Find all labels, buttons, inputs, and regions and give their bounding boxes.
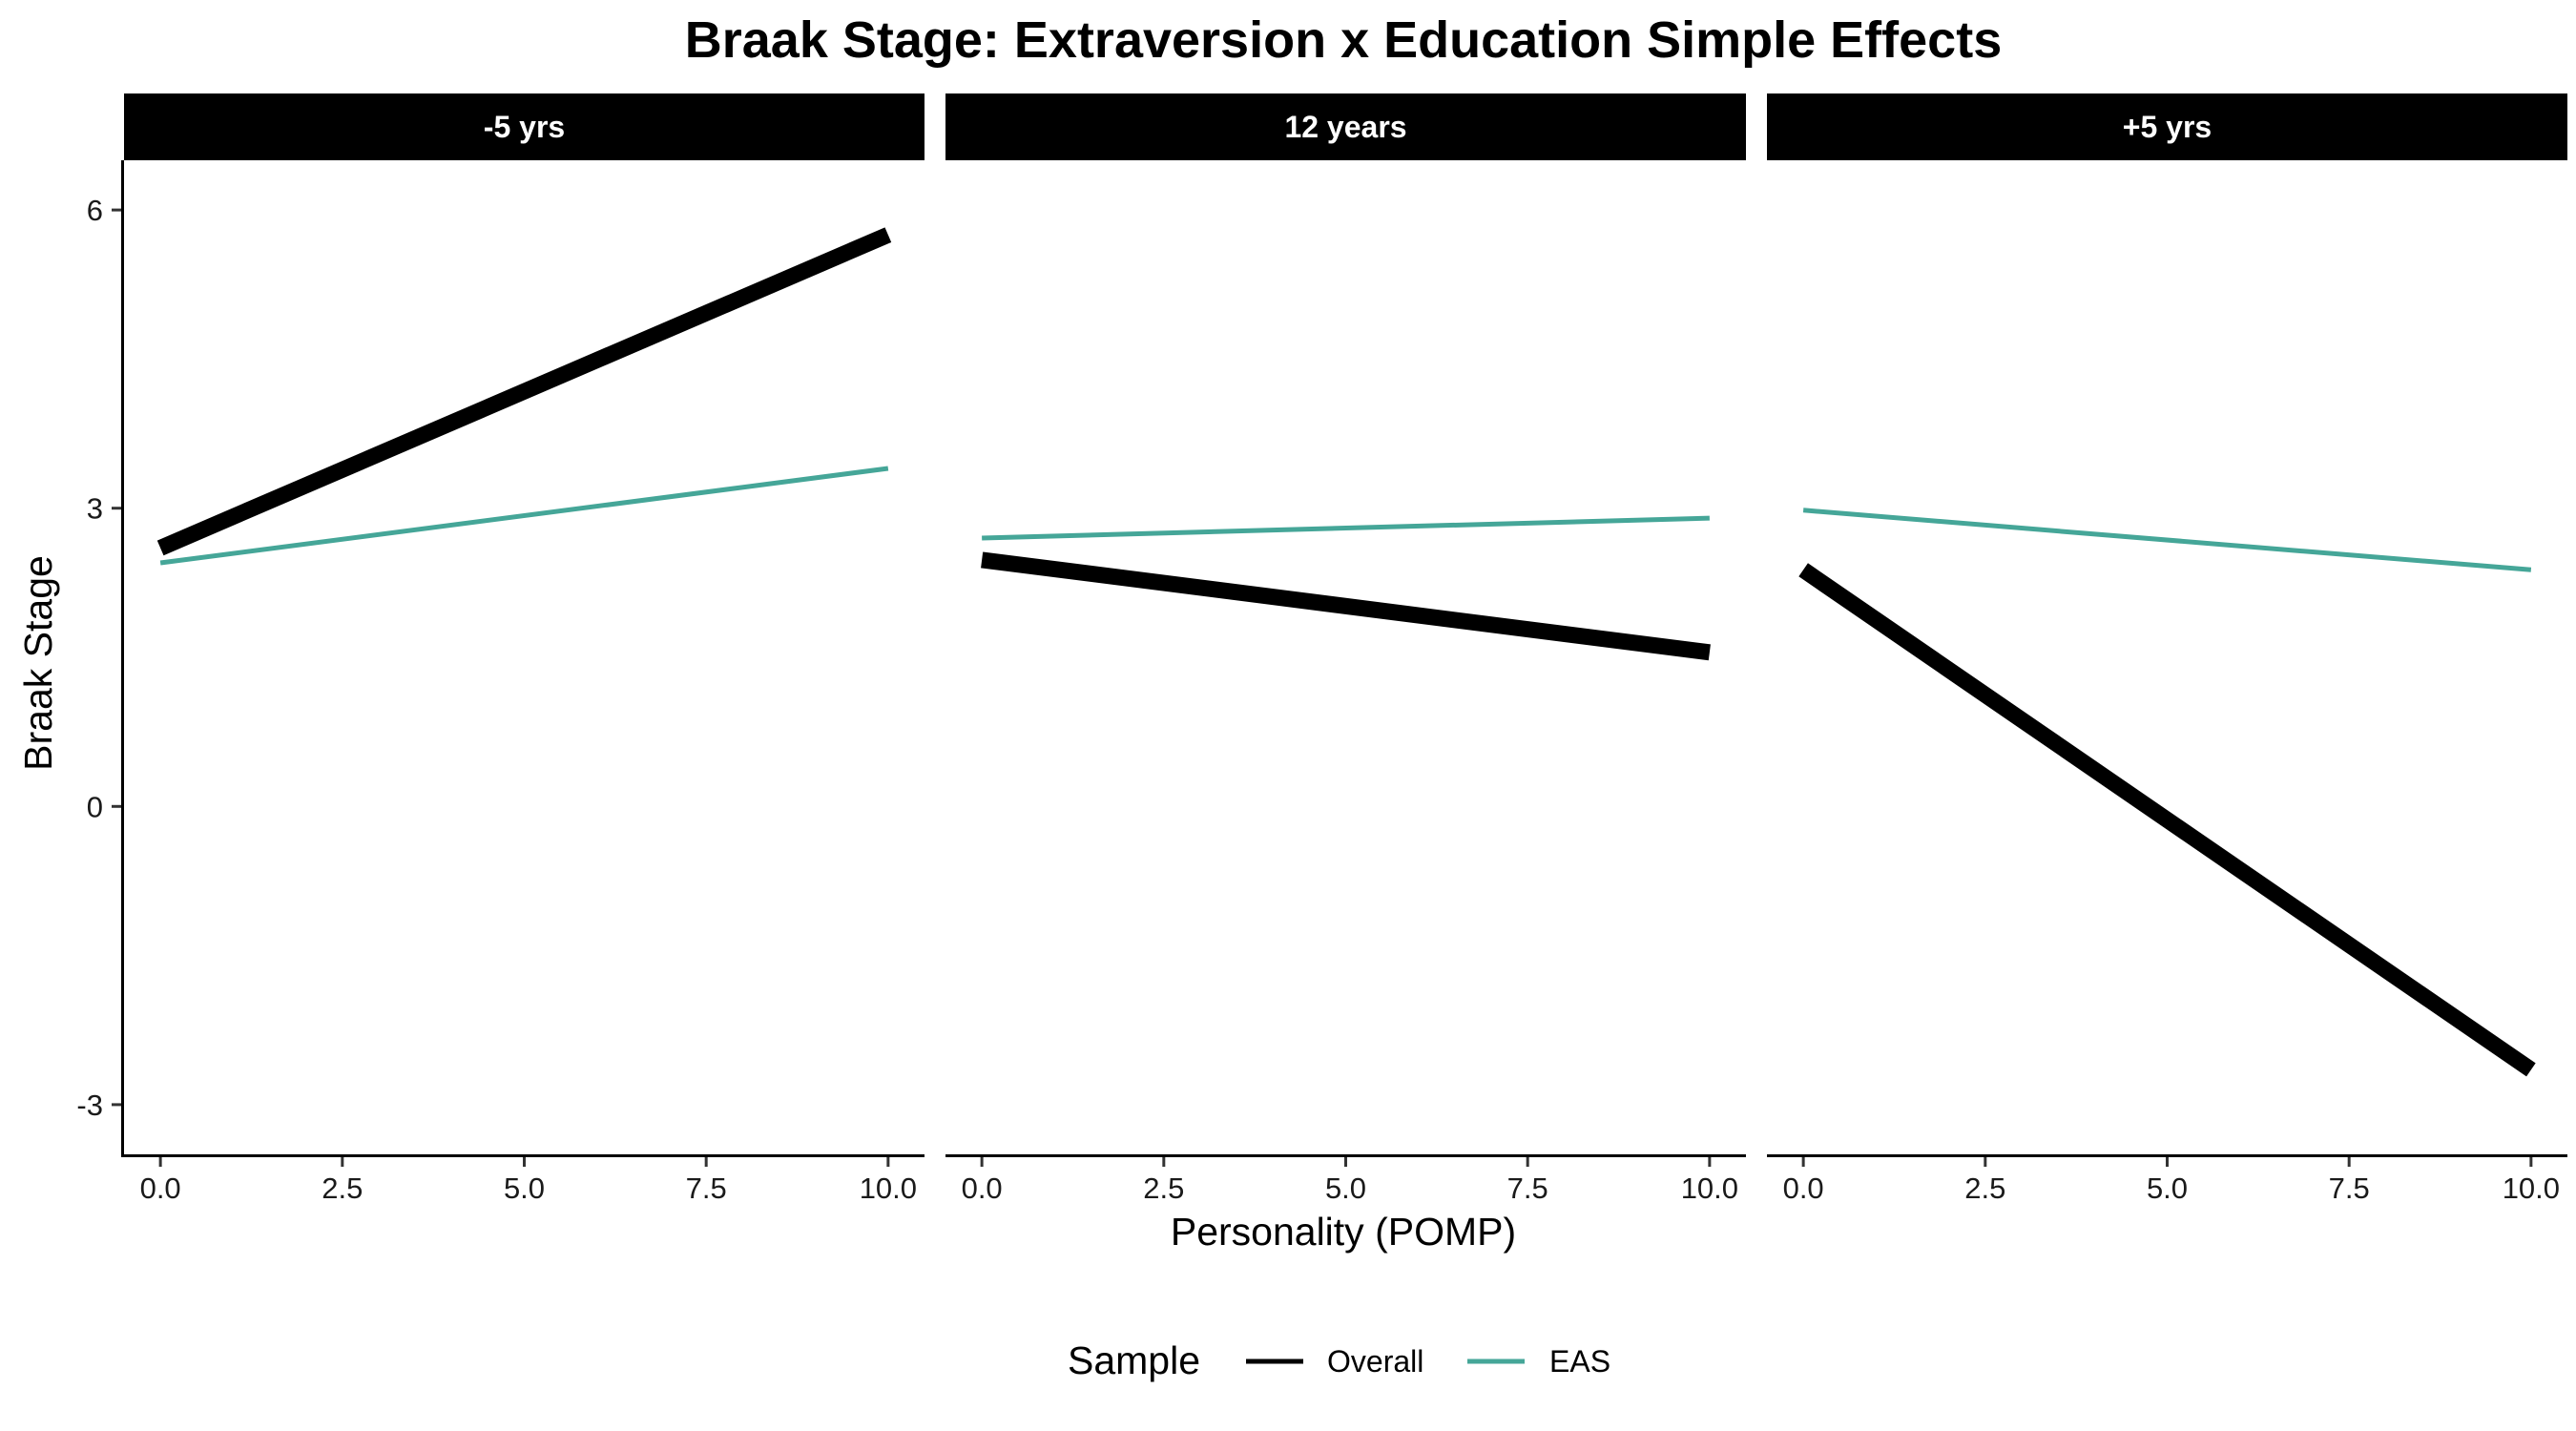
x-tick-label: 2.5 bbox=[1143, 1172, 1184, 1205]
x-tick-label: 0.0 bbox=[140, 1172, 181, 1205]
series-line-overall bbox=[1798, 563, 2536, 1077]
x-tick-label: 10.0 bbox=[2503, 1172, 2560, 1205]
x-tick-label: 7.5 bbox=[2329, 1172, 2370, 1205]
facet-panel-12-years: 12 years 0.0 2.5 5.0 7.5 10.0 bbox=[945, 93, 1746, 1205]
x-tick-label: 10.0 bbox=[860, 1172, 917, 1205]
y-tick-label: 6 bbox=[87, 194, 103, 227]
facet-strip-label: +5 yrs bbox=[2123, 110, 2212, 144]
series-line-eas bbox=[982, 515, 1710, 541]
facet-strip bbox=[945, 93, 1746, 160]
series-line-overall bbox=[156, 227, 892, 556]
facet-strip bbox=[1767, 93, 2567, 160]
x-tick-label: 7.5 bbox=[686, 1172, 727, 1205]
y-axis-title: Braak Stage bbox=[16, 555, 60, 771]
facet-strip-label: -5 yrs bbox=[484, 110, 565, 144]
y-tick-label: 3 bbox=[87, 492, 103, 526]
facet-panel-5-yrs: +5 yrs 0.0 2.5 5.0 7.5 10.0 bbox=[1767, 93, 2567, 1205]
facet-strip bbox=[124, 93, 924, 160]
legend-title: Sample bbox=[1068, 1338, 1200, 1382]
facets-layer: -5 yrs 0.0 2.5 5.0 7.5 10.0 -3 0 3 6 12 years 0.0 2.… bbox=[76, 93, 2567, 1205]
legend: Sample Overall EAS bbox=[1068, 1338, 1610, 1382]
x-axis-title: Personality (POMP) bbox=[1171, 1210, 1516, 1254]
series-line-eas bbox=[1802, 508, 2532, 572]
x-tick-label: 0.0 bbox=[962, 1172, 1003, 1205]
facet-strip-label: 12 years bbox=[1284, 110, 1406, 144]
x-tick-label: 7.5 bbox=[1507, 1172, 1548, 1205]
x-tick-label: 2.5 bbox=[1964, 1172, 2005, 1205]
y-tick-label: 0 bbox=[87, 790, 103, 823]
series-line-eas bbox=[159, 466, 889, 566]
legend-label-overall: Overall bbox=[1327, 1344, 1423, 1379]
chart-title: Braak Stage: Extraversion x Education Si… bbox=[685, 11, 2002, 69]
series-line-overall bbox=[981, 551, 1711, 661]
x-tick-label: 5.0 bbox=[1325, 1172, 1366, 1205]
facet-panel-5-yrs: -5 yrs 0.0 2.5 5.0 7.5 10.0 -3 0 3 6 bbox=[76, 93, 924, 1205]
x-tick-label: 10.0 bbox=[1681, 1172, 1738, 1205]
y-tick-label: -3 bbox=[76, 1089, 103, 1122]
legend-label-eas: EAS bbox=[1549, 1344, 1610, 1379]
legend-entries: Overall EAS bbox=[1246, 1344, 1610, 1379]
x-tick-label: 5.0 bbox=[2147, 1172, 2188, 1205]
x-tick-label: 0.0 bbox=[1783, 1172, 1824, 1205]
x-tick-label: 5.0 bbox=[504, 1172, 545, 1205]
x-tick-label: 2.5 bbox=[322, 1172, 363, 1205]
